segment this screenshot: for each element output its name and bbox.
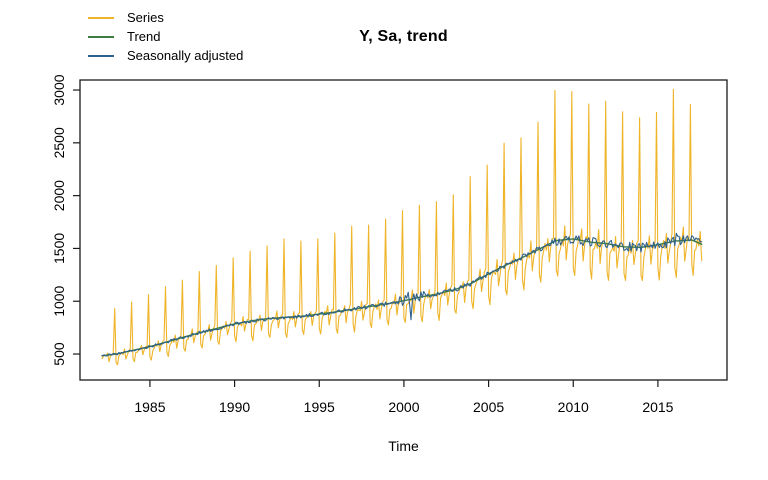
x-axis-title: Time — [388, 438, 419, 454]
y-axis-tick-label: 2000 — [51, 180, 67, 211]
x-axis-tick-label: 2005 — [473, 399, 504, 415]
series-line-swatch — [88, 16, 114, 19]
x-axis-tick-label: 1985 — [134, 399, 165, 415]
sa-line-swatch — [88, 54, 114, 57]
plot-border — [79, 79, 728, 381]
x-axis-tick-label: 1990 — [219, 399, 250, 415]
x-axis-tick-label: 2000 — [388, 399, 419, 415]
legend-item-trend: Trend — [88, 27, 243, 46]
y-axis-tick-label: 1000 — [51, 285, 67, 316]
legend-label-series: Series — [127, 10, 164, 25]
trend-line-swatch — [88, 35, 114, 38]
chart-legend: Series Trend Seasonally adjusted — [88, 8, 243, 65]
y-axis-tick-label: 2500 — [51, 127, 67, 158]
x-axis-tick-label: 2015 — [642, 399, 673, 415]
legend-item-sa: Seasonally adjusted — [88, 46, 243, 65]
x-axis-tick-label: 1995 — [304, 399, 335, 415]
seasonally-adjusted-line — [101, 232, 703, 357]
legend-label-sa: Seasonally adjusted — [127, 48, 244, 63]
chart-title: Y, Sa, trend — [359, 28, 448, 45]
legend-label-trend: Trend — [127, 29, 161, 44]
y-axis-tick-label: 3000 — [51, 74, 67, 105]
series-line — [101, 88, 703, 366]
y-axis-tick-label: 500 — [51, 342, 67, 366]
y-axis-tick-label: 1500 — [51, 233, 67, 264]
legend-item-series: Series — [88, 8, 243, 27]
x-axis-tick-label: 2010 — [558, 399, 589, 415]
